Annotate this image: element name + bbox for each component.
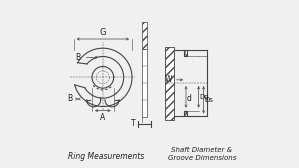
Bar (185, 112, 187, 116)
Bar (165, 47, 174, 120)
Text: Ring Measurements: Ring Measurements (68, 152, 144, 161)
Text: A: A (100, 113, 106, 122)
Text: T: T (131, 119, 135, 129)
Text: W: W (164, 75, 172, 84)
Text: B: B (75, 53, 80, 62)
Bar (142, 22, 147, 49)
Text: Dg: Dg (199, 94, 209, 100)
Text: d: d (187, 94, 192, 103)
Text: Shaft Diameter &
Groove Dimensions: Shaft Diameter & Groove Dimensions (168, 147, 236, 161)
Bar (142, 49, 147, 117)
Bar (185, 50, 187, 55)
Text: G: G (100, 28, 106, 36)
Text: B: B (67, 94, 72, 103)
Text: Ds: Ds (204, 97, 213, 103)
